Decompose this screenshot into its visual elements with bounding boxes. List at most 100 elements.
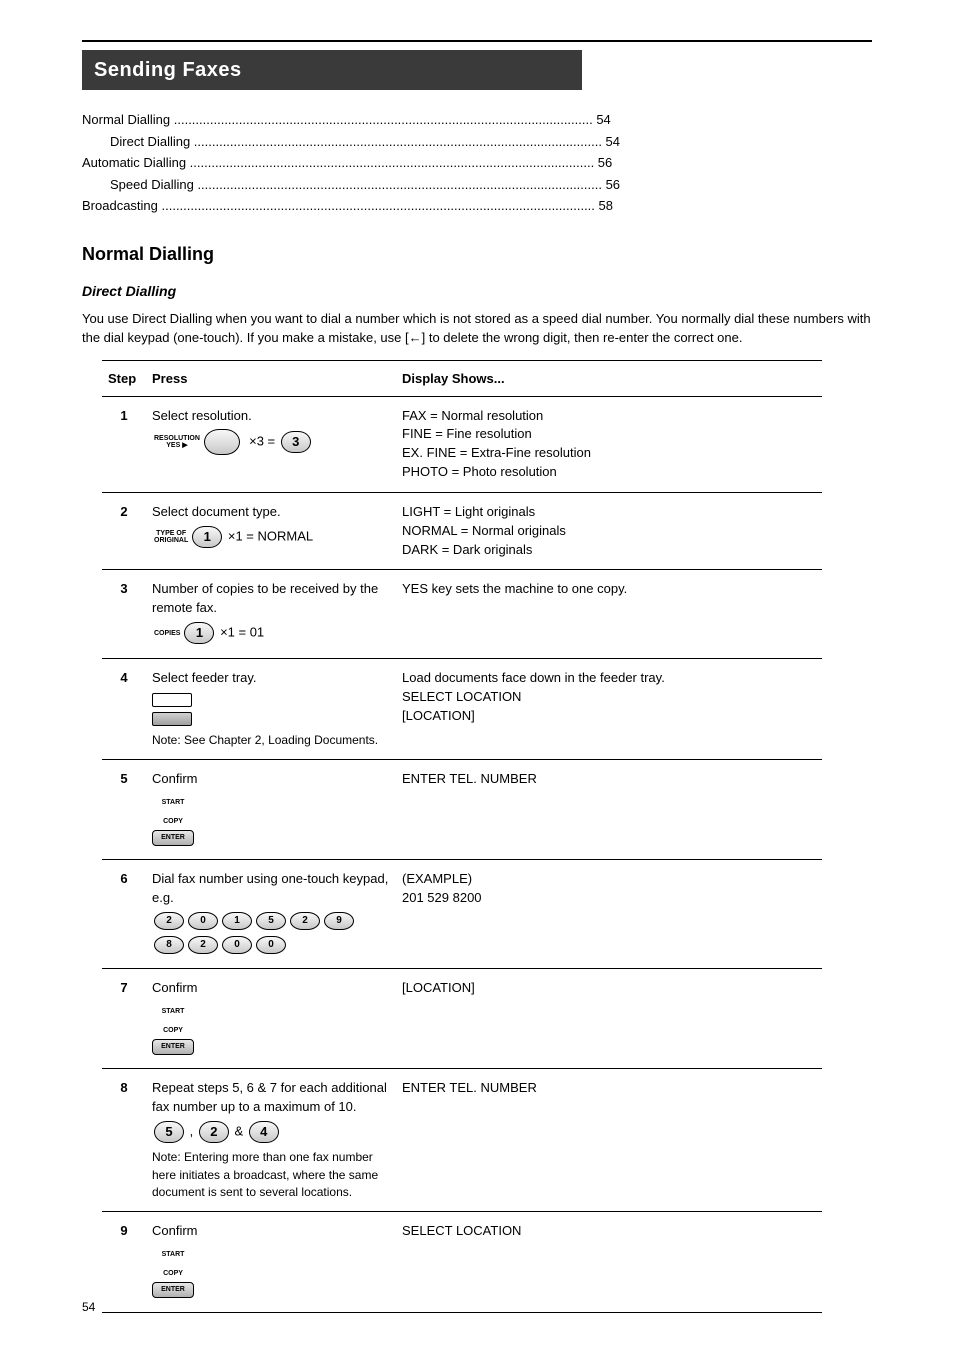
top-rule (82, 40, 872, 42)
chapter-title: Sending Faxes (94, 59, 242, 82)
inline-text: ×3 = (246, 434, 279, 449)
keypad-button-icon: 2 (199, 1121, 229, 1143)
table-row: 2 Select document type. TYPE OFORIGINAL 1 ×… (102, 492, 822, 570)
step-number: 5 (102, 760, 146, 860)
press-cell: Number of copies to be received by the r… (146, 570, 396, 659)
key-row: COPIES 1 ×1 = 01 (152, 620, 390, 646)
tray-select-icon (152, 690, 192, 728)
inline-text: ×1 = 01 (216, 625, 264, 640)
button-label-icon: TYPE OFORIGINAL (154, 530, 188, 544)
press-cell: Select document type. TYPE OFORIGINAL 1 ×1… (146, 492, 396, 570)
table-row: 8Repeat steps 5, 6 & 7 for each addition… (102, 1069, 822, 1212)
keypad-button-icon: 4 (249, 1121, 279, 1143)
key-row: 201529 (152, 910, 390, 932)
section-heading: Normal Dialling (82, 244, 872, 265)
press-instruction: Dial fax number using one-touch keypad, … (152, 870, 390, 908)
keypad-button-icon: 3 (281, 431, 311, 453)
note-text: Note: See Chapter 2, Loading Documents. (152, 732, 390, 749)
button-label-icon: RESOLUTIONYES ▶ (154, 435, 200, 449)
press-cell: Confirm STARTCOPYENTER (146, 1212, 396, 1312)
press-instruction: Select feeder tray. (152, 669, 390, 688)
keypad-button-icon: 0 (222, 936, 252, 954)
key-row: TYPE OFORIGINAL 1 ×1 = NORMAL (152, 524, 390, 550)
step-number: 8 (102, 1069, 146, 1212)
toc-item: Automatic Dialling .....................… (82, 153, 872, 173)
table-of-contents: Normal Dialling ........................… (82, 110, 872, 216)
key-row: RESOLUTIONYES ▶ ×3 = 3 (152, 427, 390, 457)
press-instruction: Select resolution. (152, 407, 390, 426)
col-display-header: Display Shows... (396, 360, 822, 396)
enter-button-icon: STARTCOPYENTER (152, 791, 194, 848)
table-row: 3Number of copies to be received by the … (102, 570, 822, 659)
key-row: STARTCOPYENTER (152, 1243, 390, 1300)
display-cell: SELECT LOCATION (396, 1212, 822, 1312)
press-instruction: Number of copies to be received by the r… (152, 580, 390, 618)
keypad-button-icon: 8 (154, 936, 184, 954)
press-instruction: Confirm (152, 979, 390, 998)
press-instruction: Select document type. (152, 503, 390, 522)
press-cell: Select feeder tray. Note: See Chapter 2, … (146, 659, 396, 760)
display-cell: FAX = Normal resolutionFINE = Fine resol… (396, 396, 822, 492)
inline-text: ×1 = NORMAL (224, 528, 313, 543)
keypad-button-icon: 2 (154, 912, 184, 930)
resolution-button-icon (204, 429, 240, 455)
key-row: 8200 (152, 934, 390, 956)
keypad-button-icon: 9 (324, 912, 354, 930)
display-cell: [LOCATION] (396, 969, 822, 1069)
key-row: 5 , 2 & 4 (152, 1119, 390, 1145)
inline-text: & (231, 1124, 247, 1139)
step-number: 4 (102, 659, 146, 760)
keypad-button-icon: 5 (154, 1121, 184, 1143)
keypad-button-icon: 1 (222, 912, 252, 930)
step-number: 9 (102, 1212, 146, 1312)
table-row: 9 Confirm STARTCOPYENTER SELECT LOCATION (102, 1212, 822, 1312)
toc-item: Broadcasting ...........................… (82, 196, 872, 216)
lead-paragraph: You use Direct Dialling when you want to… (82, 309, 872, 348)
col-press-header: Press (146, 360, 396, 396)
inline-text: , (186, 1124, 197, 1139)
press-cell: Confirm STARTCOPYENTER (146, 760, 396, 860)
display-cell: LIGHT = Light originalsNORMAL = Normal o… (396, 492, 822, 570)
display-cell: ENTER TEL. NUMBER (396, 1069, 822, 1212)
step-number: 7 (102, 969, 146, 1069)
enter-button-icon: STARTCOPYENTER (152, 1243, 194, 1300)
step-number: 6 (102, 860, 146, 969)
button-label-icon: COPIES (154, 630, 180, 637)
key-row: STARTCOPYENTER (152, 1000, 390, 1057)
steps-table: Step Press Display Shows... 1 Select reso… (102, 360, 822, 1313)
display-cell: ENTER TEL. NUMBER (396, 760, 822, 860)
step-number: 2 (102, 492, 146, 570)
keypad-button-icon: 1 (184, 622, 214, 644)
keypad-button-icon: 5 (256, 912, 286, 930)
press-instruction: Repeat steps 5, 6 & 7 for each additiona… (152, 1079, 390, 1117)
toc-item: Normal Dialling ........................… (82, 110, 872, 130)
press-instruction: Confirm (152, 770, 390, 789)
col-step-header: Step (102, 360, 146, 396)
display-cell: (EXAMPLE)201 529 8200 (396, 860, 822, 969)
note-text: Note: Entering more than one fax number … (152, 1149, 390, 1201)
table-row: 5 Confirm STARTCOPYENTER ENTER TEL. NUMBER (102, 760, 822, 860)
step-number: 3 (102, 570, 146, 659)
table-row: 4 Select feeder tray. Note: See Chapter 2,… (102, 659, 822, 760)
press-cell: Select resolution.RESOLUTIONYES ▶ ×3 = 3 (146, 396, 396, 492)
toc-item: Speed Dialling .........................… (82, 175, 872, 195)
keypad-button-icon: 2 (290, 912, 320, 930)
table-row: 7 Confirm STARTCOPYENTER [LOCATION] (102, 969, 822, 1069)
press-instruction: Confirm (152, 1222, 390, 1241)
step-number: 1 (102, 396, 146, 492)
keypad-button-icon: 0 (256, 936, 286, 954)
display-cell: YES key sets the machine to one copy. (396, 570, 822, 659)
key-row: STARTCOPYENTER (152, 791, 390, 848)
toc-item: Direct Dialling ........................… (82, 132, 872, 152)
enter-button-icon: STARTCOPYENTER (152, 1000, 194, 1057)
subsection-heading: Direct Dialling (82, 283, 872, 299)
press-cell: Repeat steps 5, 6 & 7 for each additiona… (146, 1069, 396, 1212)
table-header-row: Step Press Display Shows... (102, 360, 822, 396)
page-content: Sending Faxes Normal Dialling ..........… (82, 40, 872, 1313)
keypad-button-icon: 1 (192, 526, 222, 548)
table-row: 6Dial fax number using one-touch keypad,… (102, 860, 822, 969)
display-cell: Load documents face down in the feeder t… (396, 659, 822, 760)
key-row (152, 690, 390, 728)
chapter-title-bar: Sending Faxes (82, 50, 582, 90)
page-number: 54 (82, 1300, 95, 1314)
